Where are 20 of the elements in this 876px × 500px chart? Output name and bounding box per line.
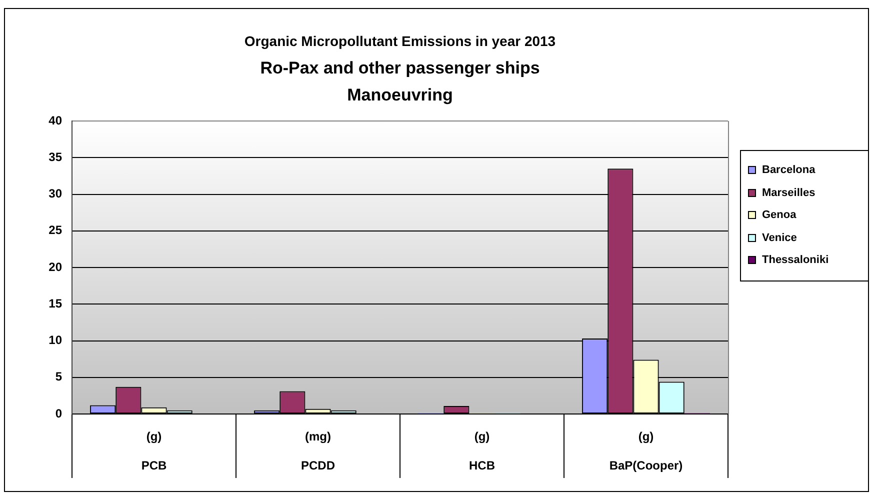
y-tick-label: 10 (48, 333, 62, 348)
category-label: (g) HCB (469, 430, 495, 473)
chart-subtitle: Ro-Pax and other passenger ships Manoeuvring (260, 58, 540, 105)
y-tick-label: 25 (48, 223, 62, 238)
category-label: (mg) PCDD (300, 430, 336, 473)
category-label: (g) BaP(Cooper) (609, 430, 683, 473)
y-tick-label: 35 (48, 150, 62, 164)
legend-label: Thessaloniki (762, 254, 829, 266)
y-tick-label: 15 (48, 296, 62, 310)
y-tick-label: 0 (55, 406, 62, 420)
y-tick-label: 40 (48, 113, 62, 128)
category-label: (g) PCB (141, 430, 167, 473)
y-tick-label: 5 (55, 370, 62, 384)
legend-label: Barcelona (762, 164, 816, 176)
legend-label: Marseilles (762, 187, 816, 200)
y-tick-label: 20 (48, 260, 62, 274)
legend-label: Genoa (762, 209, 798, 222)
legend-label: Venice (762, 232, 797, 244)
chart-title: Organic Micropollutant Emissions in year 2013 (244, 32, 556, 49)
y-tick-label: 30 (48, 186, 62, 201)
